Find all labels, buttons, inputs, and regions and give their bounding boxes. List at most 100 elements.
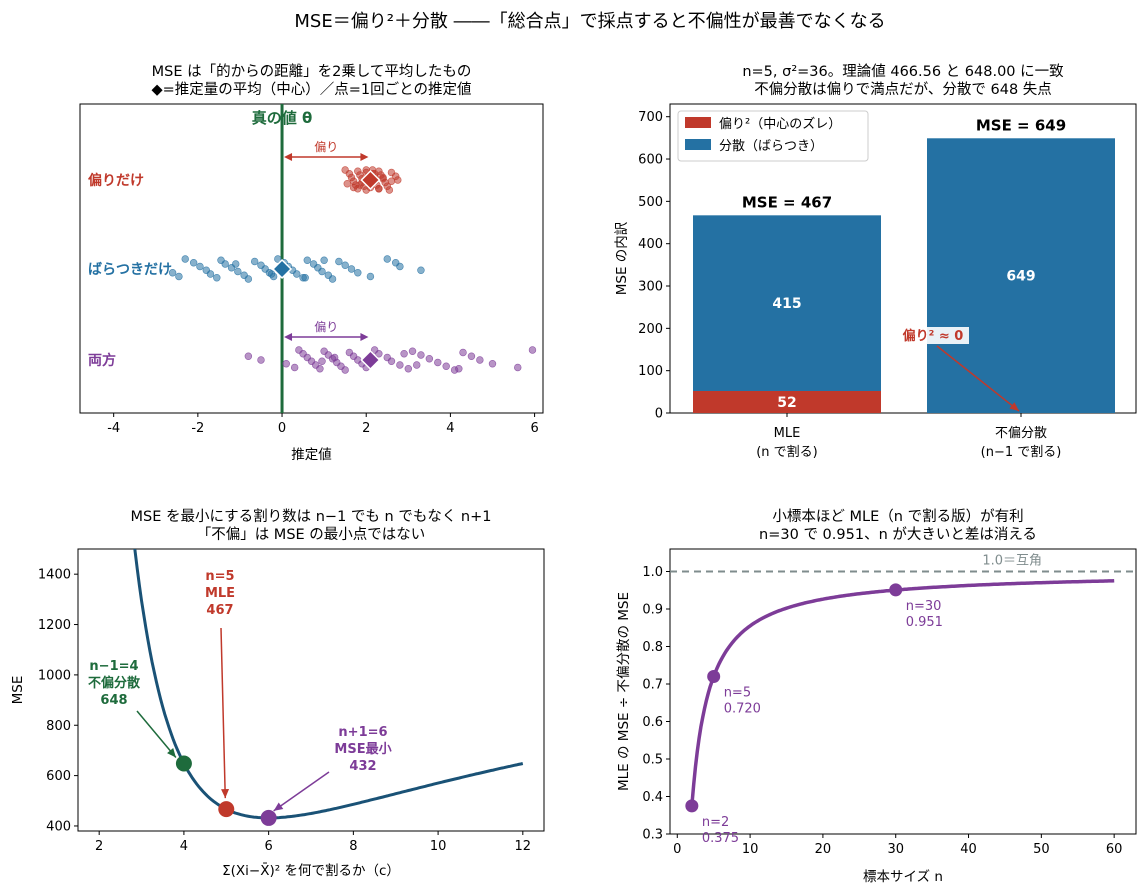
point-annotation: n+1=6: [338, 725, 387, 740]
p4-xtick-label: 40: [960, 842, 977, 857]
estimate-point: [425, 355, 434, 363]
point-annotation: MSE最小: [334, 742, 391, 757]
p2-ytick-label: 100: [638, 364, 663, 379]
estimate-point: [459, 348, 467, 357]
point-annotation: 不偏分散: [88, 675, 141, 691]
p2-ytick-label: 0: [655, 407, 663, 422]
estimate-point: [408, 347, 417, 355]
reference-label: 1.0＝互角: [982, 554, 1042, 569]
estimate-point: [257, 356, 265, 364]
bias-arrow-label: 偏り: [314, 139, 338, 154]
p4-xtick-label: 0: [673, 842, 681, 857]
estimate-point: [189, 259, 198, 267]
point-annotation: 0.951: [906, 615, 943, 630]
row-label: 偏りだけ: [88, 172, 144, 189]
point-arrow-head: [273, 802, 284, 811]
p3-ytick-label: 1000: [38, 668, 71, 683]
annotation-box: [899, 327, 969, 344]
point-annotation: 467: [206, 603, 233, 618]
estimate-point: [413, 361, 421, 369]
estimate-point: [394, 176, 402, 184]
estimate-point: [396, 262, 404, 271]
figure-title: MSE＝偏り²＋分散 ――「総合点」で採点すると不偏性が最善でなくなる: [294, 11, 885, 32]
panel-dartboard: MSE は「的からの距離」を2乗して平均したもの◆=推定量の平均（中心）／点=1…: [79, 62, 544, 463]
estimate-point: [341, 366, 349, 374]
estimate-point: [362, 166, 370, 174]
estimate-point: [274, 255, 282, 263]
p3-xtick-label: 8: [349, 839, 357, 854]
estimate-point: [387, 177, 396, 185]
total-mse-label: MSE = 649: [976, 116, 1066, 134]
estimate-point: [455, 365, 463, 373]
estimate-point: [206, 270, 215, 278]
p1-xtick-label: 0: [278, 421, 286, 436]
estimate-point: [303, 256, 311, 264]
point-annotation: n=30: [906, 599, 942, 614]
highlight-point: [707, 670, 721, 683]
category-label: 不偏分散: [995, 426, 1047, 441]
estimate-point: [467, 352, 476, 360]
point-arrow-head: [167, 748, 176, 758]
variance-bar: [693, 215, 881, 391]
estimate-point: [379, 173, 387, 182]
p3-frame: [77, 548, 545, 832]
point-annotation: MLE: [205, 586, 235, 601]
estimate-point: [354, 269, 362, 277]
estimate-point: [375, 185, 383, 193]
legend-label: 偏り²（中心のズレ）: [719, 116, 841, 132]
point-arrow-head: [221, 788, 230, 799]
point-annotation: n=2: [702, 815, 729, 830]
p4-ytick-label: 0.8: [642, 640, 663, 655]
estimate-point: [181, 255, 189, 263]
bias-value-label: 52: [777, 395, 796, 411]
p3-ylabel: MSE: [10, 676, 26, 705]
estimate-point: [213, 274, 221, 282]
p2-frame: [669, 103, 1137, 414]
point-annotation: 0.375: [702, 831, 739, 846]
estimate-point: [234, 267, 242, 276]
category-label: (n−1 で割る): [981, 444, 1062, 460]
p1-xtick-label: -4: [107, 421, 120, 436]
p3-xtick-label: 2: [95, 839, 103, 854]
estimate-point: [514, 363, 522, 372]
center-diamond-marker: [271, 258, 293, 280]
estimate-point: [175, 272, 183, 281]
true-value-label: 真の値 θ: [252, 109, 313, 127]
bias-zero-annotation: 偏り² ≈ 0: [903, 328, 964, 344]
bias-arrow-head-right: [360, 153, 369, 161]
point-annotation: 648: [100, 693, 127, 708]
variance-value-label: 649: [1006, 269, 1035, 285]
p1-xtick-label: 6: [530, 421, 538, 436]
mse-curve: [133, 549, 524, 820]
category-label: MLE: [774, 426, 801, 441]
point-annotation: 432: [349, 759, 376, 774]
p2-ytick-label: 700: [638, 110, 663, 125]
estimate-point: [282, 360, 290, 368]
p4-ytick-label: 0.3: [642, 828, 663, 843]
estimate-point: [375, 350, 383, 358]
estimate-point: [301, 274, 309, 282]
p4-ytick-label: 1.0: [642, 565, 663, 580]
estimate-point: [290, 363, 299, 372]
p1-title-line-2: ◆=推定量の平均（中心）／点=1回ごとの推定値: [151, 81, 471, 98]
p1-xlabel: 推定値: [291, 447, 332, 463]
estimate-point: [417, 351, 425, 359]
p3-xtick-label: 4: [180, 839, 188, 854]
legend-label: 分散（ばらつき）: [719, 139, 823, 154]
variance-bar: [927, 138, 1115, 413]
panel-mse-breakdown: n=5, σ²=36。理論値 466.56 と 648.00 に一致不偏分散は偏…: [614, 63, 1137, 460]
estimate-point: [434, 358, 442, 367]
point-arrow-shaft: [220, 627, 227, 799]
p4-ytick-label: 0.5: [642, 753, 663, 768]
p4-title-line-1: 小標本ほど MLE（n で割る版）が有利: [772, 508, 1023, 525]
estimate-point: [267, 270, 276, 278]
estimate-point: [396, 361, 404, 369]
estimate-point: [341, 261, 349, 269]
p1-xtick-label: 2: [362, 421, 370, 436]
estimate-point: [366, 272, 375, 281]
estimate-point: [404, 365, 413, 373]
p3-ytick-label: 600: [46, 769, 71, 784]
variance-value-label: 415: [772, 296, 801, 312]
point-annotation: 0.720: [724, 702, 761, 717]
p2-ytick-label: 200: [638, 322, 663, 337]
